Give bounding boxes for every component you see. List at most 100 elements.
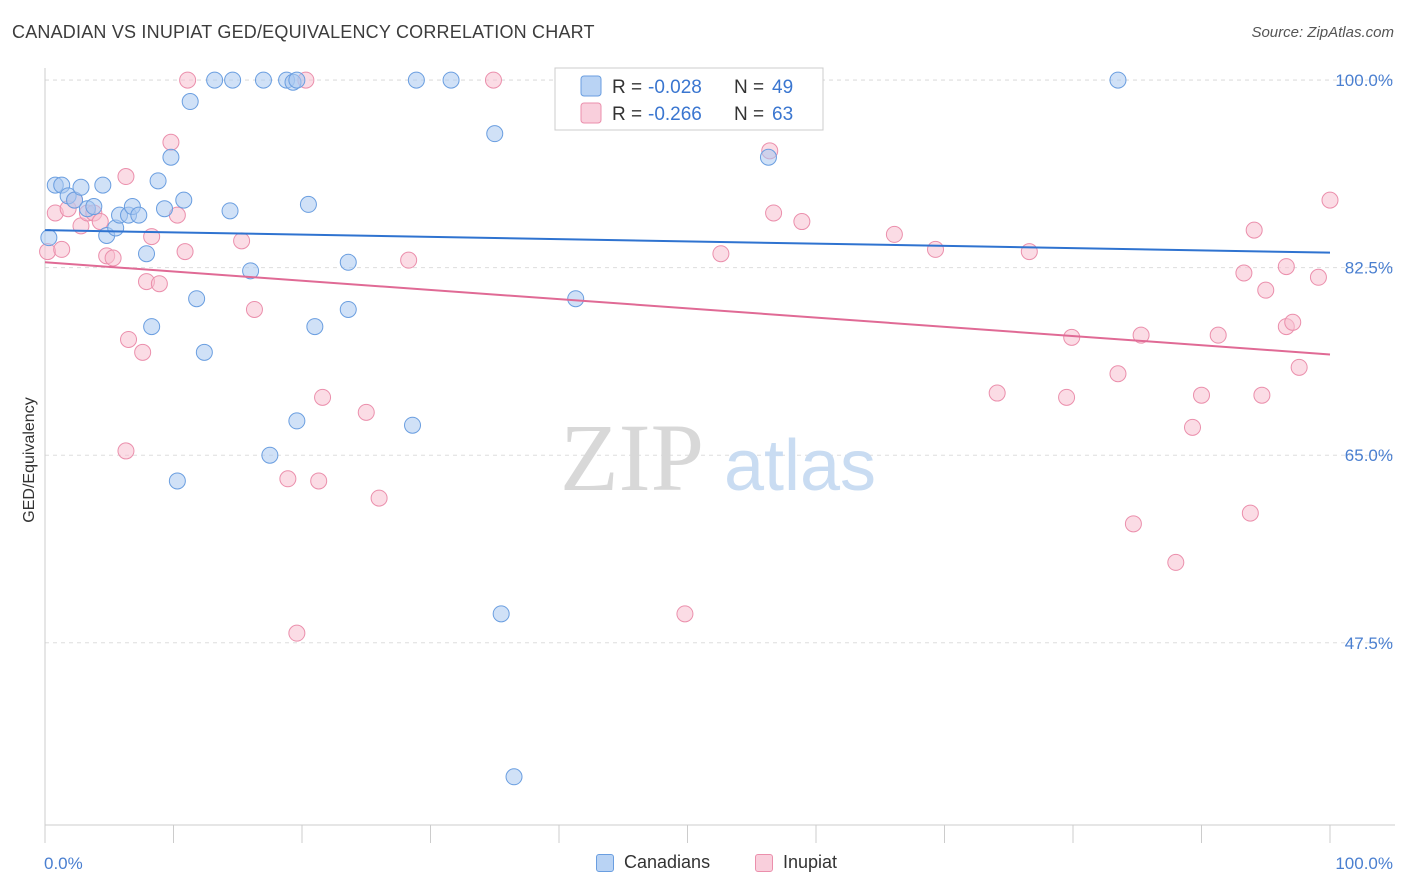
- inupiat-point: [179, 71, 197, 89]
- canadian-point: [339, 300, 357, 318]
- inupiat-point: [1109, 365, 1127, 383]
- y-tick-label: 47.5%: [1345, 634, 1393, 653]
- inupiat-point: [1241, 504, 1259, 522]
- watermark-zip: ZIP: [560, 404, 704, 511]
- canadian-point: [206, 71, 224, 89]
- canadian-point: [486, 125, 504, 143]
- inupiat-point: [1245, 221, 1263, 239]
- legend-n-label-2: N =: [734, 104, 764, 125]
- inupiat-swatch: [755, 853, 773, 872]
- canadian-point: [404, 416, 422, 434]
- inupiat-point: [1020, 243, 1038, 261]
- canadian-point: [261, 446, 279, 464]
- inupiat-point: [314, 388, 332, 406]
- canadian-point: [181, 93, 199, 111]
- inupiat-point: [1257, 281, 1275, 299]
- inupiat-point: [134, 343, 152, 361]
- inupiat-point: [1309, 268, 1327, 286]
- canadian-point: [288, 412, 306, 430]
- legend-r-value-1: -0.028: [648, 77, 702, 98]
- legend-r-label-2: R =: [612, 104, 642, 125]
- y-tick-label: 82.5%: [1345, 259, 1393, 278]
- canadian-point: [94, 176, 112, 194]
- inupiat-point: [400, 251, 418, 269]
- canadian-point: [175, 191, 193, 209]
- canadian-point: [138, 245, 156, 263]
- canadian-point: [221, 202, 239, 220]
- legend-swatch-pink: [580, 102, 602, 124]
- inupiat-point: [357, 403, 375, 421]
- grid-lines: [45, 79, 1395, 644]
- inupiat-point: [279, 470, 297, 488]
- canadian-point: [85, 198, 103, 216]
- inupiat-point: [1193, 386, 1210, 404]
- inupiat-point: [1124, 515, 1142, 533]
- inupiat-point: [676, 605, 694, 623]
- inupiat-point: [793, 213, 811, 231]
- canadian-point: [567, 290, 585, 308]
- axes: [44, 68, 1395, 843]
- canadian-point: [1109, 71, 1127, 89]
- y-tick-label: 100.0%: [1335, 71, 1393, 90]
- canadian-point: [505, 768, 523, 786]
- canadian-point: [407, 71, 425, 89]
- legend-item-inupiat: Inupiat: [755, 852, 837, 873]
- x-tick-labels: 0.0% 100.0%: [44, 854, 1393, 873]
- inupiat-point: [484, 71, 502, 89]
- inupiat-point: [1253, 386, 1271, 404]
- canadian-point: [442, 71, 460, 89]
- inupiat-point: [370, 489, 388, 507]
- x-tick-label-min: 0.0%: [44, 854, 83, 873]
- inupiat-point: [1132, 326, 1150, 344]
- inupiat-point: [245, 300, 263, 318]
- inupiat-point: [1277, 258, 1295, 276]
- canadian-point: [242, 262, 260, 280]
- inupiat-point: [233, 232, 251, 250]
- canadians-trend-line: [44, 229, 1331, 254]
- legend-item-canadians: Canadians: [596, 852, 710, 873]
- inupiat-point: [1235, 264, 1253, 282]
- legend-n-label-1: N =: [734, 77, 764, 98]
- inupiat-point: [1290, 358, 1308, 376]
- canadian-point: [306, 318, 324, 336]
- inupiat-point: [288, 624, 306, 642]
- y-tick-labels: 100.0% 82.5% 65.0% 47.5%: [1335, 71, 1393, 653]
- legend-n-value-2: 63: [772, 104, 793, 125]
- correlation-legend: R = -0.028 N = 49 R = -0.266 N = 63: [554, 67, 824, 131]
- inupiat-point: [927, 240, 945, 258]
- inupiat-trend-line: [44, 261, 1331, 356]
- canadian-point: [299, 195, 317, 213]
- inupiat-point: [1167, 553, 1185, 571]
- canadian-point: [149, 172, 167, 190]
- trend-lines: [44, 229, 1331, 356]
- canadian-point: [492, 605, 510, 623]
- inupiat-point: [885, 225, 903, 243]
- canadian-point: [759, 148, 777, 166]
- canadian-point: [156, 200, 174, 218]
- canadian-point: [339, 253, 357, 271]
- watermark-atlas: atlas: [724, 426, 876, 506]
- legend-r-label-1: R =: [612, 77, 642, 98]
- canadian-point: [162, 148, 180, 166]
- series-legend: Canadians Inupiat: [0, 850, 1406, 880]
- canadians-swatch: [596, 853, 614, 872]
- canadian-point: [72, 178, 90, 196]
- y-tick-label: 65.0%: [1345, 446, 1393, 465]
- inupiat-point: [162, 133, 180, 151]
- watermark: ZIP atlas: [560, 404, 876, 511]
- inupiat-point: [120, 330, 138, 348]
- inupiat-points: [39, 71, 1339, 642]
- canadians-label: Canadians: [624, 852, 711, 872]
- canadian-point: [224, 71, 242, 89]
- inupiat-label: Inupiat: [783, 852, 838, 872]
- inupiat-point: [1209, 326, 1227, 344]
- chart-title: CANADIAN VS INUPIAT GED/EQUIVALENCY CORR…: [12, 22, 595, 42]
- inupiat-point: [104, 249, 122, 267]
- inupiat-point: [1321, 191, 1339, 209]
- inupiat-point: [1284, 313, 1302, 331]
- canadians-points: [40, 71, 1127, 786]
- inupiat-point: [117, 442, 135, 460]
- canadian-point: [288, 71, 306, 89]
- canadian-point: [40, 229, 58, 247]
